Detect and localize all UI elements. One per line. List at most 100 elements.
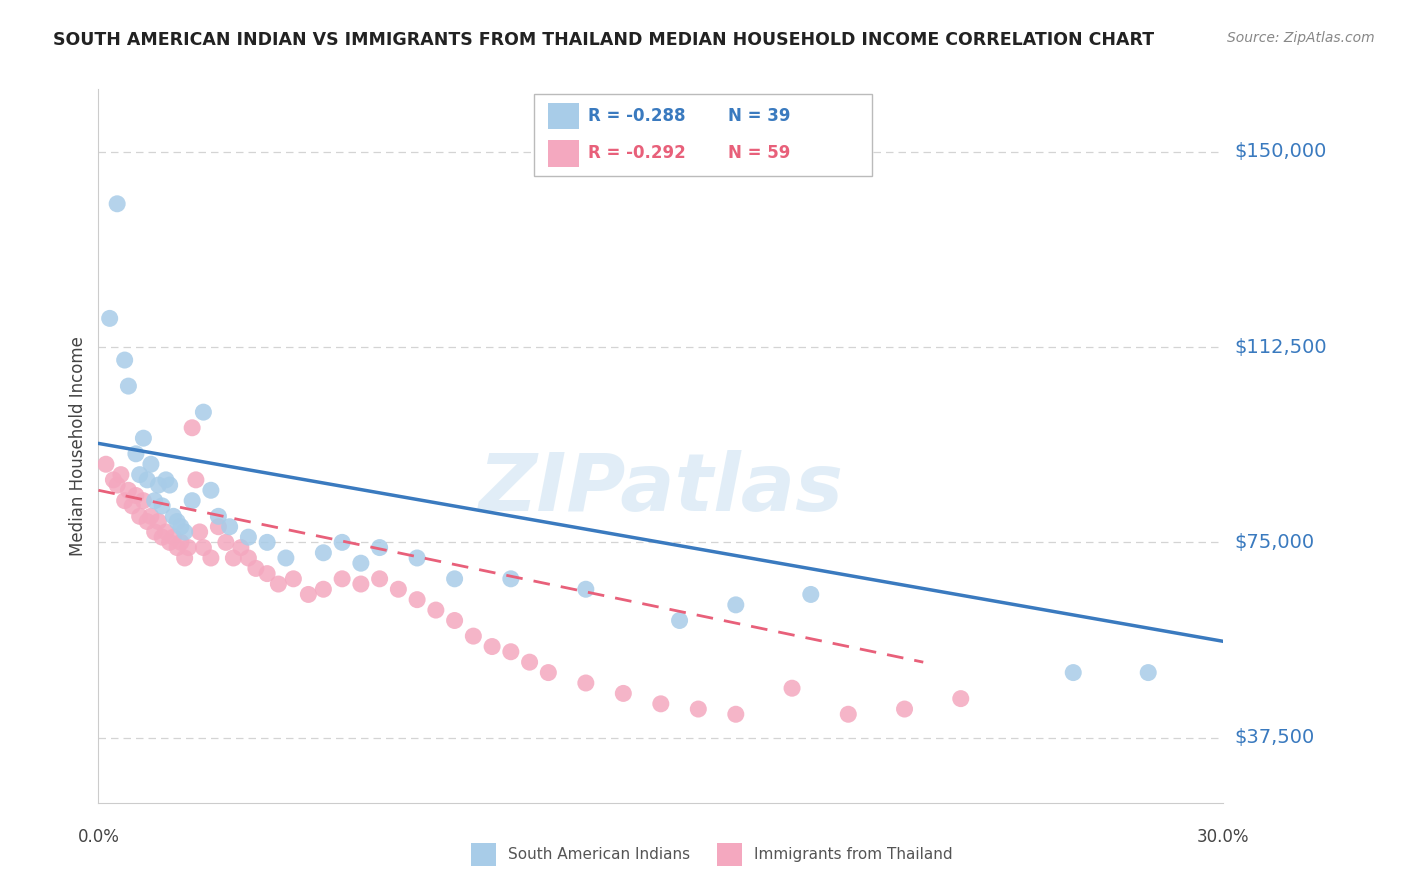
Point (114, 353, 136, 368)
Point (136, 473, 159, 487)
Point (837, 707, 859, 722)
Point (368, 541, 391, 555)
Point (238, 530, 260, 544)
Point (443, 572, 465, 586)
Point (245, 561, 267, 575)
Point (283, 572, 305, 586)
Point (800, 587, 823, 601)
Point (350, 556, 373, 570)
Point (121, 499, 143, 513)
Point (267, 577, 290, 591)
Point (159, 478, 181, 492)
Point (207, 520, 229, 534)
Point (215, 535, 238, 549)
Point (170, 535, 193, 549)
Point (139, 509, 162, 524)
Point (184, 473, 207, 487)
Point (128, 467, 150, 482)
Text: R = -0.288: R = -0.288 (588, 107, 685, 125)
Point (128, 509, 150, 524)
Point (166, 515, 188, 529)
Point (256, 535, 278, 549)
Point (229, 541, 252, 555)
Point (105, 196, 128, 211)
Point (150, 530, 173, 544)
Point (155, 473, 177, 487)
Point (222, 551, 245, 566)
Point (188, 524, 211, 539)
Point (256, 566, 278, 581)
Point (181, 421, 204, 435)
Point (173, 551, 195, 566)
Point (463, 629, 485, 643)
Point (200, 483, 222, 498)
Point (724, 598, 747, 612)
Point (155, 524, 177, 539)
Point (125, 488, 148, 502)
Text: N = 59: N = 59 (728, 145, 790, 162)
Point (612, 686, 634, 700)
Point (162, 530, 184, 544)
Point (350, 577, 373, 591)
Point (949, 691, 972, 706)
Point (181, 493, 204, 508)
Point (162, 509, 184, 524)
Point (125, 447, 148, 461)
Text: SOUTH AMERICAN INDIAN VS IMMIGRANTS FROM THAILAND MEDIAN HOUSEHOLD INCOME CORREL: SOUTH AMERICAN INDIAN VS IMMIGRANTS FROM… (53, 31, 1154, 49)
Text: 30.0%: 30.0% (1197, 828, 1250, 846)
Point (650, 697, 672, 711)
Text: Source: ZipAtlas.com: Source: ZipAtlas.com (1227, 31, 1375, 45)
Point (105, 478, 128, 492)
Point (166, 541, 188, 555)
Point (117, 483, 139, 498)
Point (207, 509, 229, 524)
Point (193, 541, 215, 555)
Point (312, 546, 335, 560)
Point (98, 311, 121, 326)
Point (425, 603, 447, 617)
Point (780, 681, 803, 696)
Point (893, 702, 915, 716)
Point (406, 551, 429, 566)
Text: $150,000: $150,000 (1234, 142, 1327, 161)
Point (575, 582, 598, 597)
Point (143, 493, 166, 508)
Point (132, 431, 155, 445)
Point (387, 582, 409, 597)
Point (724, 707, 747, 722)
Point (481, 640, 503, 654)
Point (1137, 665, 1160, 680)
Point (173, 524, 195, 539)
Text: N = 39: N = 39 (728, 107, 790, 125)
Point (238, 551, 260, 566)
Point (406, 592, 429, 607)
Text: South American Indians: South American Indians (508, 847, 690, 862)
Point (132, 493, 155, 508)
Point (668, 614, 690, 628)
Point (499, 645, 522, 659)
Point (150, 499, 173, 513)
Point (117, 379, 139, 393)
Text: ZIPatlas: ZIPatlas (478, 450, 844, 528)
Point (499, 572, 522, 586)
Point (136, 515, 159, 529)
Point (443, 614, 465, 628)
Point (688, 702, 710, 716)
Point (94, 457, 117, 471)
Point (575, 676, 598, 690)
Text: R = -0.292: R = -0.292 (588, 145, 686, 162)
Point (519, 655, 541, 669)
Point (148, 478, 170, 492)
Text: $112,500: $112,500 (1234, 337, 1327, 357)
Y-axis label: Median Household Income: Median Household Income (69, 336, 87, 556)
Point (218, 520, 240, 534)
Point (200, 551, 222, 566)
Point (537, 665, 560, 680)
Point (114, 493, 136, 508)
Point (330, 535, 353, 549)
Point (177, 541, 200, 555)
Point (1062, 665, 1084, 680)
Point (312, 582, 335, 597)
Point (103, 473, 125, 487)
Point (148, 515, 170, 529)
